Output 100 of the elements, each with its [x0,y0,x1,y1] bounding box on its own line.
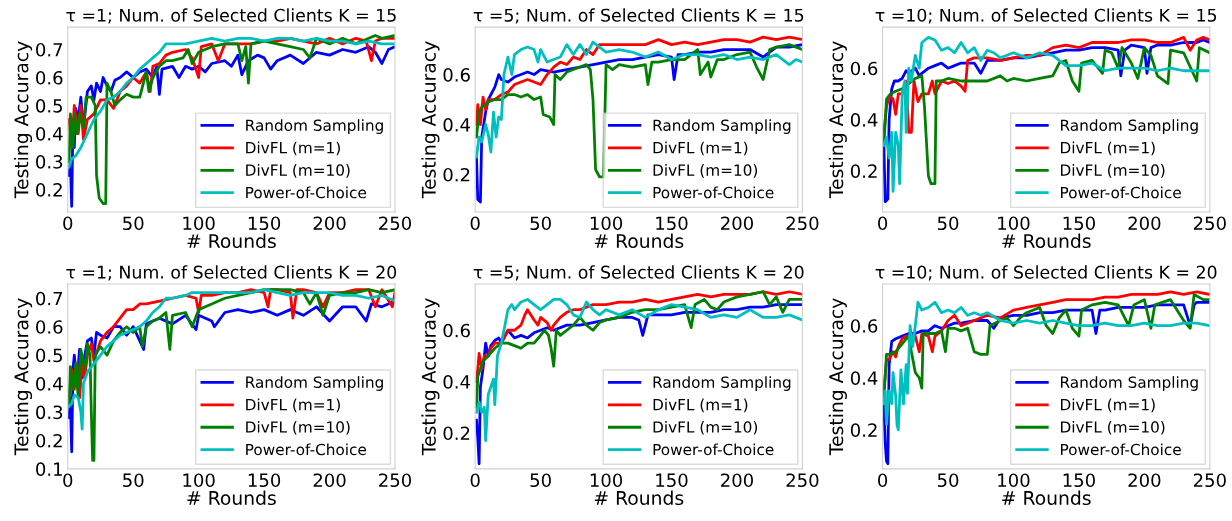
y-axis-title: Testing Accuracy [828,298,847,456]
legend-label: DivFL (m=1) [1061,398,1155,413]
y-tick-label: 0.2 [443,167,470,182]
legend-label: Random Sampling [653,119,791,134]
legend-label: Random Sampling [246,376,383,391]
x-tick-label: 50 [937,216,959,231]
x-tick-label: 0 [878,473,888,488]
y-tick-label: 0.5 [36,348,63,363]
x-tick-label: 0 [470,216,480,231]
x-tick-label: 200 [313,216,346,231]
legend-label: Power-of-Choice [653,186,774,199]
x-tick-label: 150 [248,216,281,231]
y-tick-label: 0.4 [850,371,878,385]
y-tick-label: 0.6 [443,68,470,82]
line-series [475,40,803,159]
y-axis-title: Testing Accuracy [13,41,33,199]
y-tick-label: 0.4 [36,377,63,391]
x-axis-title: # Rounds [187,233,276,249]
x-tick-label: 150 [248,473,281,488]
y-axis-title: Testing Accuracy [421,41,440,199]
x-tick-label: 50 [530,216,551,231]
y-tick-label: 0.2 [36,183,62,197]
legend-label: Random Sampling [246,119,383,134]
x-tick-label: 50 [123,473,144,488]
x-tick-label: 150 [656,473,688,488]
y-tick-label: 0.6 [850,61,878,76]
legend-label: Random Sampling [1061,119,1198,134]
y-tick-label: 0.4 [443,375,470,389]
x-tick-label: 200 [1128,216,1161,231]
chart-title: τ =5; Num. of Selected Clients K = 20 [473,265,804,281]
chart-title: τ =1; Num. of Selected Clients K = 20 [66,265,397,281]
x-tick-label: 200 [1128,473,1161,488]
legend-label: Random Sampling [1061,376,1198,391]
y-tick-label: 0.3 [36,154,63,169]
y-tick-label: 0.4 [850,112,878,127]
x-tick-label: 0 [63,473,73,488]
y-tick-label: 0.2 [850,164,877,178]
x-tick-label: 150 [1063,216,1095,231]
legend-label: Random Sampling [653,376,791,391]
y-tick-label: 0.6 [36,320,63,334]
x-axis-title: # Rounds [187,490,276,506]
x-tick-label: 200 [313,473,346,488]
y-axis-title: Testing Accuracy [421,298,440,456]
legend-label: DivFL (m=10) [246,420,350,435]
y-tick-label: 0.1 [36,462,62,477]
x-tick-label: 100 [998,473,1030,488]
x-tick-label: 0 [63,216,73,231]
legend-label: DivFL (m=1) [1061,141,1155,156]
y-axis-title: Testing Accuracy [828,41,847,199]
x-axis-title: # Rounds [1002,233,1091,249]
legend-label: Power-of-Choice [1061,443,1181,456]
chart-title: τ =10; Num. of Selected Clients K = 20 [875,265,1217,281]
x-tick-label: 200 [721,473,753,488]
legend-label: DivFL (m=10) [653,164,758,178]
x-tick-label: 0 [470,473,480,488]
y-tick-label: 0.4 [443,117,470,132]
legend-label: DivFL (m=1) [246,141,340,156]
legend-label: Power-of-Choice [246,443,367,456]
x-tick-label: 100 [183,216,215,231]
y-tick-label: 0.3 [36,405,63,420]
y-tick-label: 0.2 [443,426,470,441]
x-tick-label: 200 [721,216,753,231]
x-tick-label: 150 [656,216,688,231]
legend-label: DivFL (m=10) [246,164,350,178]
y-tick-label: 0.5 [36,98,63,113]
x-tick-label: 250 [786,473,819,488]
y-tick-label: 0.7 [36,291,63,306]
x-tick-label: 100 [590,473,623,488]
x-tick-label: 100 [183,473,215,488]
y-tick-label: 0.6 [850,319,878,333]
line-series [475,298,803,443]
x-tick-label: 100 [590,216,623,231]
x-tick-label: 50 [123,216,144,231]
y-tick-label: 0.2 [850,423,877,437]
legend-label: Power-of-Choice [246,186,367,199]
legend-label: DivFL (m=1) [653,398,748,413]
legend-label: DivFL (m=1) [246,398,340,413]
y-tick-label: 0.7 [36,42,63,57]
x-tick-label: 250 [1193,216,1226,231]
y-tick-label: 0.6 [443,323,470,338]
x-tick-label: 250 [1193,473,1226,488]
y-tick-label: 0.2 [36,433,62,448]
chart-title: τ =5; Num. of Selected Clients K = 15 [473,8,804,24]
x-tick-label: 0 [878,216,888,231]
x-axis-title: # Rounds [594,490,684,506]
x-tick-label: 50 [530,473,551,488]
chart-title: τ =10; Num. of Selected Clients K = 15 [875,8,1217,24]
legend-label: DivFL (m=1) [653,141,748,156]
y-tick-label: 0.4 [36,126,63,141]
chart-title: τ =1; Num. of Selected Clients K = 15 [66,8,396,24]
legend-label: DivFL (m=10) [1061,164,1165,178]
y-axis-title: Testing Accuracy [13,298,33,456]
legend-label: Power-of-Choice [1061,186,1181,199]
legend-label: Power-of-Choice [653,443,774,456]
x-tick-label: 250 [786,216,819,231]
x-tick-label: 250 [379,473,412,488]
y-tick-label: 0.6 [36,70,63,85]
x-tick-label: 250 [379,216,412,231]
x-tick-label: 50 [937,473,959,488]
x-axis-title: # Rounds [594,233,684,249]
